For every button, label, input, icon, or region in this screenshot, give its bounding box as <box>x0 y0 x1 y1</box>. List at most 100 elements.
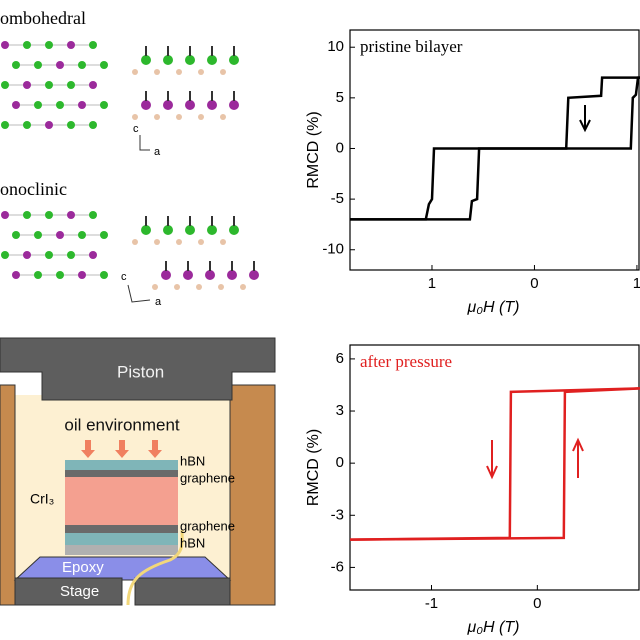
graphene <box>65 525 178 533</box>
atom <box>23 251 31 259</box>
atom <box>249 270 259 280</box>
atom <box>198 114 204 120</box>
atom <box>89 81 97 89</box>
atom <box>163 55 173 65</box>
atom <box>56 101 64 109</box>
axis-letter: c <box>133 123 139 135</box>
atom <box>183 270 193 280</box>
layer-label: hBN <box>180 535 205 550</box>
atom <box>12 271 20 279</box>
annotation: after pressure <box>360 352 452 371</box>
atom <box>67 41 75 49</box>
x-axis-label: μ₀H (T) <box>467 299 520 316</box>
graphene <box>65 470 178 477</box>
x-tick-label: -1 <box>425 595 438 612</box>
sweep-arrow <box>579 105 591 133</box>
pressure-cell: Piston oil environment Epoxy Stage hBN g… <box>0 337 276 606</box>
atom <box>154 69 160 75</box>
annotation: pristine bilayer <box>360 37 463 56</box>
epoxy-label: Epoxy <box>62 559 104 576</box>
y-tick-label: -5 <box>331 190 344 207</box>
atom <box>23 211 31 219</box>
atom <box>78 61 86 69</box>
hbn <box>65 460 178 470</box>
atom <box>45 41 53 49</box>
force-arrows <box>81 440 162 458</box>
atom <box>185 100 195 110</box>
y-tick-label: -6 <box>331 558 344 575</box>
atom <box>67 251 75 259</box>
atom <box>185 225 195 235</box>
y-axis-label: RMCD (%) <box>305 429 322 506</box>
atom <box>198 69 204 75</box>
wall <box>229 384 276 606</box>
atom <box>34 271 42 279</box>
epoxy <box>13 556 232 581</box>
atom <box>34 231 42 239</box>
atom <box>12 61 20 69</box>
x-tick-label: 0 <box>533 595 541 612</box>
piston <box>0 337 276 401</box>
atom <box>56 61 64 69</box>
atom <box>100 101 108 109</box>
atom <box>78 271 86 279</box>
atom <box>207 225 217 235</box>
atom <box>229 225 239 235</box>
sweep-arrow <box>486 440 498 480</box>
atom <box>45 81 53 89</box>
x-tick-label: 0 <box>530 275 538 292</box>
atom <box>78 231 86 239</box>
atom <box>207 100 217 110</box>
layer-label: hBN <box>180 453 205 468</box>
atom <box>141 225 151 235</box>
atom <box>198 239 204 245</box>
stage-label: Stage <box>60 583 99 600</box>
data-line <box>349 387 640 541</box>
hbn <box>65 533 178 545</box>
axis-letter: a <box>155 296 162 308</box>
atom <box>161 270 171 280</box>
stage <box>14 577 231 606</box>
atom <box>240 284 246 290</box>
y-tick-label: 3 <box>336 402 344 419</box>
x-tick-label: 1 <box>428 275 436 292</box>
atom <box>100 61 108 69</box>
y-tick-label: 0 <box>336 139 344 156</box>
atom <box>220 114 226 120</box>
atom <box>185 55 195 65</box>
y-tick-label: -10 <box>322 241 344 258</box>
plot-frame <box>349 29 640 271</box>
substrate <box>65 545 178 555</box>
atom <box>100 271 108 279</box>
atom <box>89 41 97 49</box>
layer-label: graphene <box>180 470 235 485</box>
y-tick-label: 10 <box>327 38 344 55</box>
atom <box>220 239 226 245</box>
layer-label: graphene <box>180 518 235 533</box>
atom <box>12 231 20 239</box>
atom <box>56 231 64 239</box>
axis-letter: a <box>154 146 161 158</box>
atom <box>176 69 182 75</box>
atom <box>23 81 31 89</box>
atom <box>132 69 138 75</box>
atom <box>23 41 31 49</box>
atom <box>218 284 224 290</box>
atom <box>174 284 180 290</box>
data-line <box>349 387 640 541</box>
atom <box>45 251 53 259</box>
atom <box>1 121 9 129</box>
y-tick-label: 0 <box>336 454 344 471</box>
y-tick-label: 6 <box>336 350 344 367</box>
atom <box>205 270 215 280</box>
atom <box>163 225 173 235</box>
atom <box>152 284 158 290</box>
atom <box>34 101 42 109</box>
atom <box>163 100 173 110</box>
piston-label: Piston <box>117 362 164 381</box>
data-line <box>350 76 640 221</box>
axis-letter: c <box>121 271 127 283</box>
x-tick-label: 1 <box>633 275 640 292</box>
axis-glyph <box>127 284 151 303</box>
